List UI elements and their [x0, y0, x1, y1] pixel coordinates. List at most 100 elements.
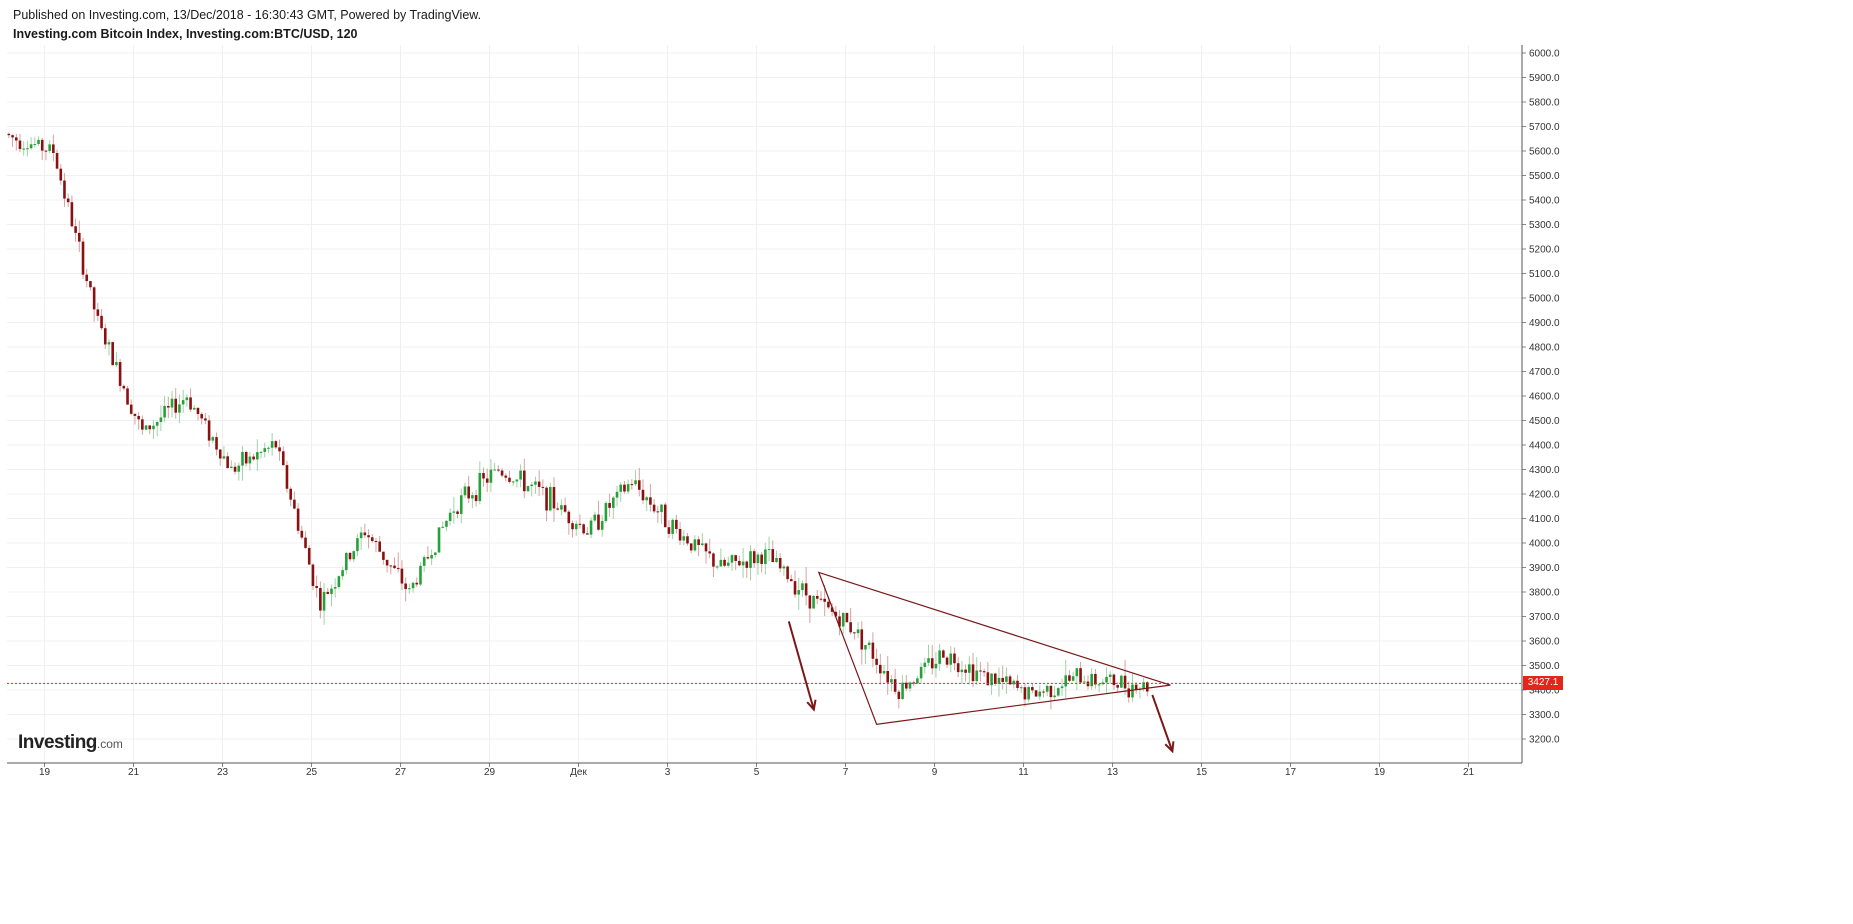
candle-body: [856, 629, 860, 634]
candle-body: [726, 562, 730, 566]
candle-body: [689, 543, 693, 551]
candle-body: [185, 397, 189, 401]
y-tick-label: 3800.0: [1529, 588, 1560, 599]
candles[interactable]: [7, 132, 1522, 710]
candle-body: [1112, 674, 1116, 686]
candle-body: [278, 447, 281, 452]
y-tick-label: 5500.0: [1529, 171, 1560, 182]
candle-body: [612, 497, 615, 508]
candle-body: [493, 469, 496, 471]
y-tick-label: 5400.0: [1529, 196, 1560, 207]
candle-body: [523, 470, 526, 492]
candle-body: [534, 481, 537, 485]
candle-body: [100, 315, 103, 329]
y-tick-label: 4000.0: [1529, 539, 1560, 550]
candle-body: [652, 504, 656, 512]
y-tick-label: 3400.0: [1529, 686, 1560, 697]
x-tick-label: 15: [1196, 767, 1208, 778]
candle-body: [415, 582, 419, 585]
candle-body: [192, 407, 196, 410]
candle-body: [775, 557, 778, 563]
candle-body: [170, 398, 174, 408]
candle-body: [434, 552, 437, 556]
candle-body: [671, 519, 674, 534]
candle-body: [207, 420, 211, 441]
candle-body: [411, 582, 415, 589]
candle-body: [474, 495, 478, 502]
candle-body: [986, 672, 990, 686]
candle-body: [1134, 684, 1138, 691]
candle-body: [356, 538, 359, 552]
candle-body: [830, 607, 834, 612]
candle-body: [389, 565, 393, 567]
candle-body: [548, 487, 552, 511]
last-price-badge: 3427.1: [1523, 676, 1563, 690]
candle-body: [923, 662, 927, 667]
candle-body: [893, 679, 897, 692]
candle-body: [81, 241, 85, 275]
candle-body: [26, 148, 29, 150]
candle-body: [370, 537, 374, 542]
candle-body: [749, 551, 752, 568]
candle-body: [908, 682, 912, 689]
candle-body: [248, 456, 252, 464]
candle-body: [233, 466, 237, 472]
candle-body: [22, 148, 25, 150]
candle-body: [849, 622, 852, 633]
candle-body: [634, 480, 637, 485]
x-tick-label: 23: [217, 767, 229, 778]
candle-body: [623, 484, 626, 492]
candle-body: [790, 579, 793, 582]
candle-body: [437, 527, 441, 553]
x-tick-label: 21: [128, 767, 140, 778]
candle-body: [478, 472, 482, 502]
x-tick-label: 5: [754, 767, 760, 778]
candle-body: [853, 632, 856, 634]
candle-body: [1057, 688, 1060, 696]
candle-body: [167, 406, 170, 408]
arrow-head: [806, 699, 817, 712]
candle-body: [218, 449, 222, 459]
candle-body: [118, 362, 122, 386]
candle-body: [745, 561, 749, 568]
candle-body: [715, 566, 719, 568]
x-tick-label: Дек: [570, 767, 587, 778]
candle-body: [734, 555, 737, 561]
x-axis[interactable]: 19 21 23 25 27 29 Дек 3 5 7 9 11 13 15 17 19 21: [7, 762, 1522, 778]
candle-body: [615, 491, 619, 498]
candle-body: [730, 555, 734, 563]
candle-body: [1016, 680, 1019, 688]
candle-body: [1031, 687, 1034, 691]
grid: [7, 45, 1522, 763]
candle-body: [1012, 680, 1016, 685]
y-tick-label: 4600.0: [1529, 392, 1560, 403]
candle-body: [797, 590, 801, 595]
candle-body: [11, 135, 14, 138]
candle-body: [975, 670, 979, 682]
candle-body: [1042, 691, 1045, 693]
candle-body: [1027, 687, 1030, 700]
candle-body: [919, 666, 923, 679]
candle-body: [204, 418, 207, 421]
x-tick-label: 17: [1285, 767, 1297, 778]
candle-body: [441, 526, 445, 528]
candle-body: [882, 671, 886, 674]
y-tick-label: 5300.0: [1529, 220, 1560, 231]
candle-body: [979, 670, 982, 672]
candle-body: [1008, 676, 1012, 685]
candle-body: [400, 568, 404, 584]
y-tick-label: 5700.0: [1529, 122, 1560, 133]
y-tick-label: 5200.0: [1529, 245, 1560, 256]
candle-body: [526, 486, 530, 492]
candle-body: [459, 495, 463, 514]
y-axis[interactable]: 3200.0 3300.0 3400.0 3500.0 3600.0 3700.0 3800…: [1521, 45, 1560, 763]
candle-body: [786, 566, 789, 580]
candle-body: [1023, 687, 1027, 700]
candle-body: [422, 557, 426, 566]
y-tick-label: 5000.0: [1529, 294, 1560, 305]
candle-body: [649, 497, 652, 505]
candle-body: [1079, 668, 1082, 683]
candle-body: [1075, 668, 1079, 677]
candle-body: [382, 551, 385, 560]
